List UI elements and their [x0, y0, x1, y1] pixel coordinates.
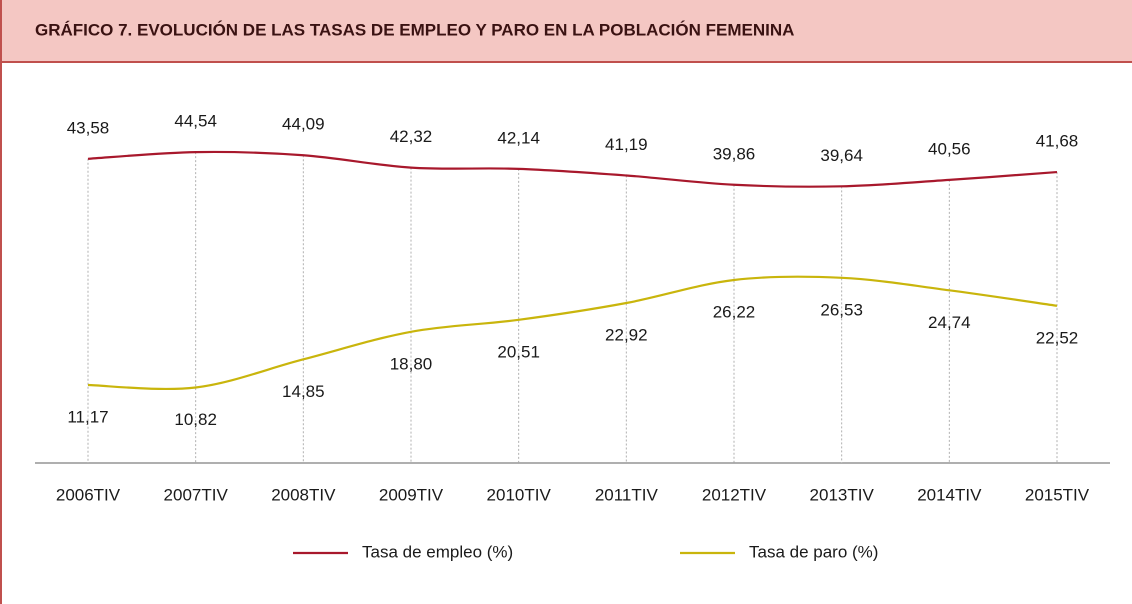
data-label: 41,19 [605, 135, 648, 154]
data-label: 26,22 [713, 302, 756, 321]
data-label: 44,09 [282, 115, 325, 134]
data-label: 39,64 [820, 146, 863, 165]
x-tick-label: 2014TIV [917, 485, 982, 504]
x-tick-label: 2009TIV [379, 485, 444, 504]
header-band [0, 0, 1132, 62]
x-tick-label: 2011TIV [595, 485, 659, 504]
series-line [87, 275, 1058, 391]
x-tick-label: 2010TIV [487, 485, 552, 504]
x-tick-label: 2013TIV [810, 485, 875, 504]
data-label: 42,32 [390, 127, 433, 146]
data-label: 18,80 [390, 354, 433, 373]
data-label: 26,53 [820, 300, 863, 319]
x-tick-label: 2006TIV [56, 485, 121, 504]
data-label: 40,56 [928, 139, 971, 158]
legend-label: Tasa de paro (%) [749, 542, 878, 561]
data-label: 10,82 [174, 410, 217, 429]
data-label: 41,68 [1036, 132, 1079, 151]
data-label: 42,14 [497, 128, 540, 147]
data-label: 39,86 [713, 144, 756, 163]
data-label: 22,52 [1036, 328, 1079, 347]
data-label: 20,51 [497, 342, 540, 361]
data-label: 11,17 [67, 408, 108, 427]
x-tick-label: 2008TIV [271, 485, 336, 504]
legend-label: Tasa de empleo (%) [362, 542, 513, 561]
series-line [87, 150, 1058, 188]
data-label: 22,92 [605, 326, 648, 345]
data-label: 14,85 [282, 382, 325, 401]
x-tick-label: 2012TIV [702, 485, 767, 504]
x-tick-label: 2015TIV [1025, 485, 1090, 504]
chart-title: GRÁFICO 7. EVOLUCIÓN DE LAS TASAS DE EMP… [35, 20, 794, 39]
x-tick-label: 2007TIV [164, 485, 229, 504]
data-label: 43,58 [67, 118, 110, 137]
data-label: 44,54 [174, 112, 217, 131]
data-label: 24,74 [928, 313, 971, 332]
